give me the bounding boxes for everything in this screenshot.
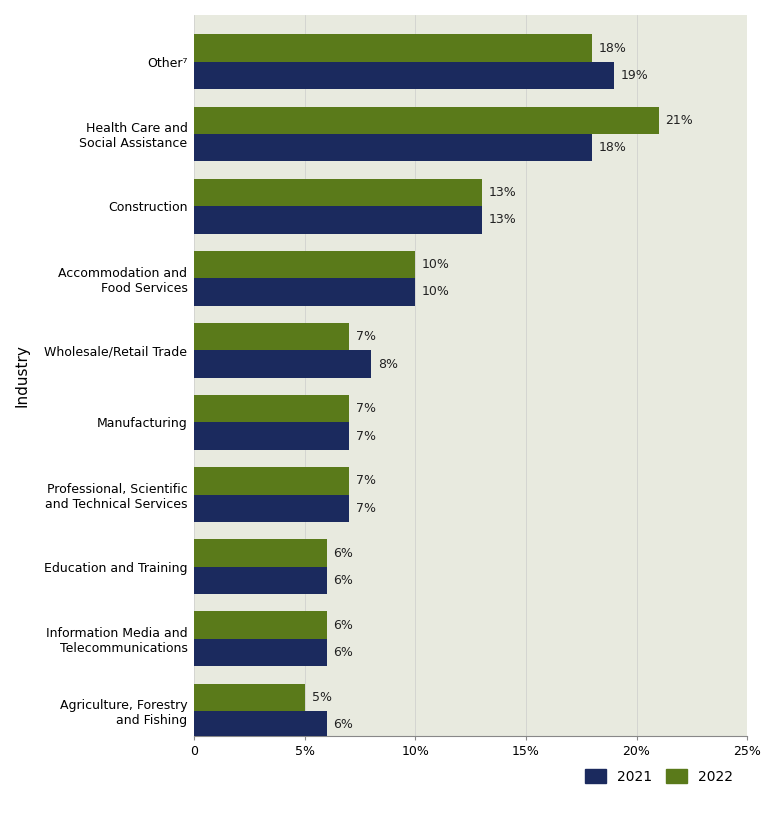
Bar xyxy=(194,278,415,305)
Bar xyxy=(194,350,371,378)
Text: 13%: 13% xyxy=(488,186,516,199)
Bar xyxy=(194,684,305,711)
Text: 6%: 6% xyxy=(334,646,354,659)
Bar xyxy=(194,494,349,522)
Bar xyxy=(194,423,349,450)
Bar xyxy=(194,539,327,567)
Text: 19%: 19% xyxy=(621,69,649,82)
Text: 6%: 6% xyxy=(334,574,354,587)
Bar xyxy=(194,395,349,423)
Text: 7%: 7% xyxy=(355,474,376,488)
Text: 10%: 10% xyxy=(422,285,450,299)
Text: 7%: 7% xyxy=(355,403,376,415)
Bar xyxy=(194,639,327,666)
Text: 10%: 10% xyxy=(422,258,450,271)
Text: 7%: 7% xyxy=(355,502,376,515)
Text: 5%: 5% xyxy=(311,691,331,704)
Bar xyxy=(194,612,327,639)
Bar xyxy=(194,34,592,62)
Text: 18%: 18% xyxy=(599,42,627,55)
Text: 21%: 21% xyxy=(665,114,693,126)
Bar xyxy=(194,106,659,134)
Bar xyxy=(194,250,415,278)
Text: 18%: 18% xyxy=(599,141,627,154)
Text: 6%: 6% xyxy=(334,619,354,631)
Text: 13%: 13% xyxy=(488,213,516,226)
Bar xyxy=(194,179,482,206)
Bar xyxy=(194,567,327,594)
Text: 6%: 6% xyxy=(334,547,354,560)
Bar xyxy=(194,323,349,350)
Text: 7%: 7% xyxy=(355,429,376,443)
Bar xyxy=(194,206,482,234)
Legend: 2021, 2022: 2021, 2022 xyxy=(578,762,740,790)
Text: 7%: 7% xyxy=(355,330,376,343)
Bar xyxy=(194,468,349,494)
Bar xyxy=(194,134,592,161)
Text: 6%: 6% xyxy=(334,718,354,731)
Text: 8%: 8% xyxy=(378,358,398,370)
Y-axis label: Industry: Industry xyxy=(15,344,30,407)
Bar xyxy=(194,711,327,738)
Bar xyxy=(194,62,615,89)
